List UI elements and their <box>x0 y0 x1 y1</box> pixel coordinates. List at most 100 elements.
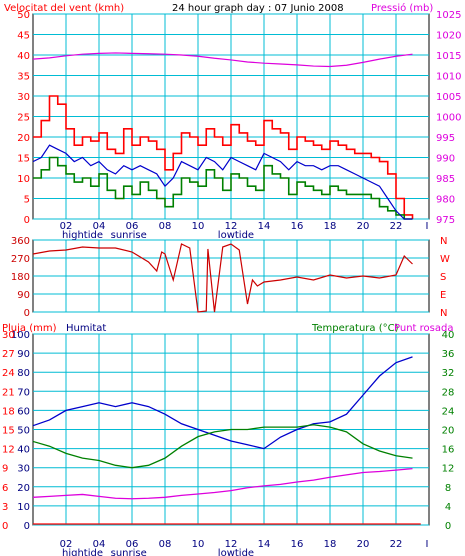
x-tick-label: 14 <box>258 221 271 232</box>
humidity-y-tick-label: 80 <box>17 368 30 379</box>
x-tick-label: 06 <box>126 539 139 550</box>
pressure-y-tick-label: 995 <box>436 133 455 144</box>
pressure-y-tick-label: 990 <box>436 154 455 165</box>
humidity-y-tick-label: 0 <box>24 521 30 532</box>
x-tick-label: 20 <box>357 539 370 550</box>
data-series <box>32 52 421 525</box>
temperature-y-tick-label: 40 <box>442 330 455 341</box>
x-tick-label: 10 <box>192 539 205 550</box>
temperature-y-tick-label: 32 <box>442 368 455 379</box>
pressure-y-tick-label: 1020 <box>436 31 461 42</box>
rain-y-tick-label: 15 <box>2 426 15 437</box>
temperature-y-tick-label: 28 <box>442 387 455 398</box>
graph-title: 24 hour graph day : 07 Junio 2008 <box>172 3 344 14</box>
direction-y-tick-label: 0 <box>24 308 30 319</box>
temperature-y-tick-label: 24 <box>442 406 455 417</box>
temperature-y-tick-label: 36 <box>442 349 455 360</box>
pressure-y-tick-label: 1025 <box>436 10 461 21</box>
x-end-marker: I <box>426 539 429 550</box>
wind-axis-title: Velocitat del vent (kmh) <box>4 3 124 14</box>
x-tick-label: 20 <box>357 221 370 232</box>
humidity-y-tick-label: 60 <box>17 406 30 417</box>
pressure-y-tick-label: 985 <box>436 174 455 185</box>
x-tick-label: 16 <box>291 221 304 232</box>
event-label: lowtide <box>218 230 254 241</box>
direction-y-tick-label: 360 <box>11 236 30 247</box>
pressure-axis-title: Pressió (mb) <box>371 2 433 14</box>
x-tick-label: 22 <box>390 221 403 232</box>
temperature-y-tick-label: 16 <box>442 445 455 456</box>
x-tick-label: 04 <box>93 539 106 550</box>
x-tick-label: 02 <box>60 221 73 232</box>
series-line <box>32 356 413 450</box>
axis-labels: 0510152025303540455097598098599099510001… <box>2 10 461 532</box>
wind-y-tick-label: 20 <box>17 133 30 144</box>
series-line <box>32 468 413 500</box>
compass-tick-label: E <box>440 290 446 301</box>
rain-y-tick-label: 9 <box>2 464 8 475</box>
x-tick-label: 14 <box>258 539 271 550</box>
gridlines <box>33 13 429 526</box>
humidity-y-tick-label: 90 <box>17 349 30 360</box>
series-line <box>32 424 413 469</box>
temperature-y-tick-label: 4 <box>445 502 451 513</box>
series-line <box>33 95 414 219</box>
temperature-y-tick-label: 12 <box>442 464 455 475</box>
pressure-y-tick-label: 975 <box>436 215 455 226</box>
pressure-y-tick-label: 1015 <box>436 51 461 62</box>
rain-y-tick-label: 21 <box>2 387 15 398</box>
series-line <box>32 52 413 68</box>
humidity-y-tick-label: 30 <box>17 464 30 475</box>
wind-y-tick-label: 50 <box>17 10 30 21</box>
dewpoint-axis-title: Punt rosada <box>394 323 453 334</box>
x-tick-label: 16 <box>291 539 304 550</box>
x-tick-label: 08 <box>159 221 172 232</box>
pressure-y-tick-label: 980 <box>436 195 455 206</box>
temperature-y-tick-label: 20 <box>442 426 455 437</box>
wind-y-tick-label: 40 <box>17 51 30 62</box>
wind-y-tick-label: 30 <box>17 92 30 103</box>
event-label: sunrise <box>111 230 147 241</box>
wind-y-tick-label: 0 <box>24 215 30 226</box>
event-label: hightide <box>62 230 103 241</box>
series-line <box>32 243 413 313</box>
direction-y-tick-label: 270 <box>11 254 30 265</box>
compass-tick-label: W <box>440 254 450 265</box>
humidity-axis-title: Humitat <box>66 323 106 334</box>
rain-y-tick-label: 27 <box>2 349 15 360</box>
wind-y-tick-label: 45 <box>17 31 30 42</box>
series-line <box>32 144 413 220</box>
x-end-marker: I <box>426 221 429 232</box>
rain-y-tick-label: 24 <box>2 368 15 379</box>
direction-y-tick-label: 180 <box>11 272 30 283</box>
wind-y-tick-label: 5 <box>24 195 30 206</box>
pressure-y-tick-label: 1000 <box>436 113 461 124</box>
event-label: hightide <box>62 548 103 556</box>
x-tick-label: 04 <box>93 221 106 232</box>
wind-y-tick-label: 15 <box>17 154 30 165</box>
humidity-y-tick-label: 100 <box>11 330 30 341</box>
rain-y-tick-label: 6 <box>2 483 8 494</box>
rain-y-tick-label: 18 <box>2 406 15 417</box>
x-tick-label: 12 <box>225 539 238 550</box>
humidity-y-tick-label: 50 <box>17 426 30 437</box>
compass-tick-label: S <box>440 272 446 283</box>
x-tick-label: 22 <box>390 539 403 550</box>
event-label: lowtide <box>218 548 254 556</box>
wind-y-tick-label: 25 <box>17 113 30 124</box>
rain-y-tick-label: 3 <box>2 502 8 513</box>
pressure-y-tick-label: 1010 <box>436 72 461 83</box>
temperature-y-tick-label: 8 <box>445 483 451 494</box>
humidity-y-tick-label: 40 <box>17 445 30 456</box>
wind-y-tick-label: 35 <box>17 72 30 83</box>
rain-y-tick-label: 12 <box>2 445 15 456</box>
temperature-axis-title: Temperatura (°C) <box>311 323 399 334</box>
x-tick-label: 08 <box>159 539 172 550</box>
pressure-y-tick-label: 1005 <box>436 92 461 103</box>
humidity-y-tick-label: 20 <box>17 483 30 494</box>
compass-tick-label: N <box>440 308 447 319</box>
x-tick-label: 18 <box>324 221 337 232</box>
rain-y-tick-label: 0 <box>2 521 8 532</box>
